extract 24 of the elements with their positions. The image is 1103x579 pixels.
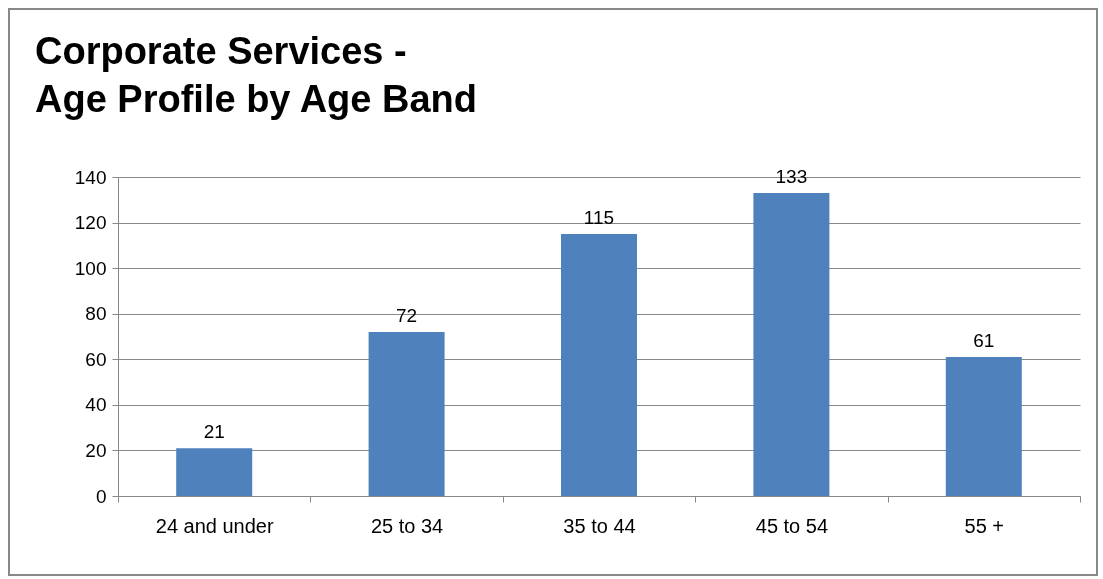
y-tick-label: 0 bbox=[95, 485, 107, 507]
bar bbox=[176, 448, 253, 496]
bar bbox=[753, 192, 830, 496]
y-tick-label: 60 bbox=[85, 348, 107, 370]
data-label: 133 bbox=[775, 165, 808, 187]
y-tick-label: 40 bbox=[85, 394, 107, 416]
bar bbox=[561, 233, 637, 496]
x-tick-label: 25 to 34 bbox=[370, 514, 444, 537]
chart-title: Corporate Services - Age Profile by Age Band bbox=[35, 29, 477, 120]
data-label: 61 bbox=[973, 330, 995, 352]
data-label: 21 bbox=[203, 421, 225, 443]
y-tick-label: 80 bbox=[85, 303, 107, 325]
y-tick-label: 100 bbox=[74, 257, 107, 279]
x-tick-label: 55 + bbox=[964, 514, 1005, 537]
bar bbox=[945, 357, 1022, 496]
data-label: 115 bbox=[583, 206, 615, 228]
y-tick-label: 120 bbox=[74, 212, 107, 234]
x-tick-label: 45 to 54 bbox=[755, 514, 829, 537]
y-tick-label: 140 bbox=[74, 166, 107, 188]
bar bbox=[368, 331, 445, 496]
data-label: 72 bbox=[396, 304, 418, 326]
x-tick-label: 24 and under bbox=[155, 514, 274, 537]
x-tick-label: 35 to 44 bbox=[563, 514, 636, 537]
y-tick-label: 20 bbox=[85, 439, 107, 461]
